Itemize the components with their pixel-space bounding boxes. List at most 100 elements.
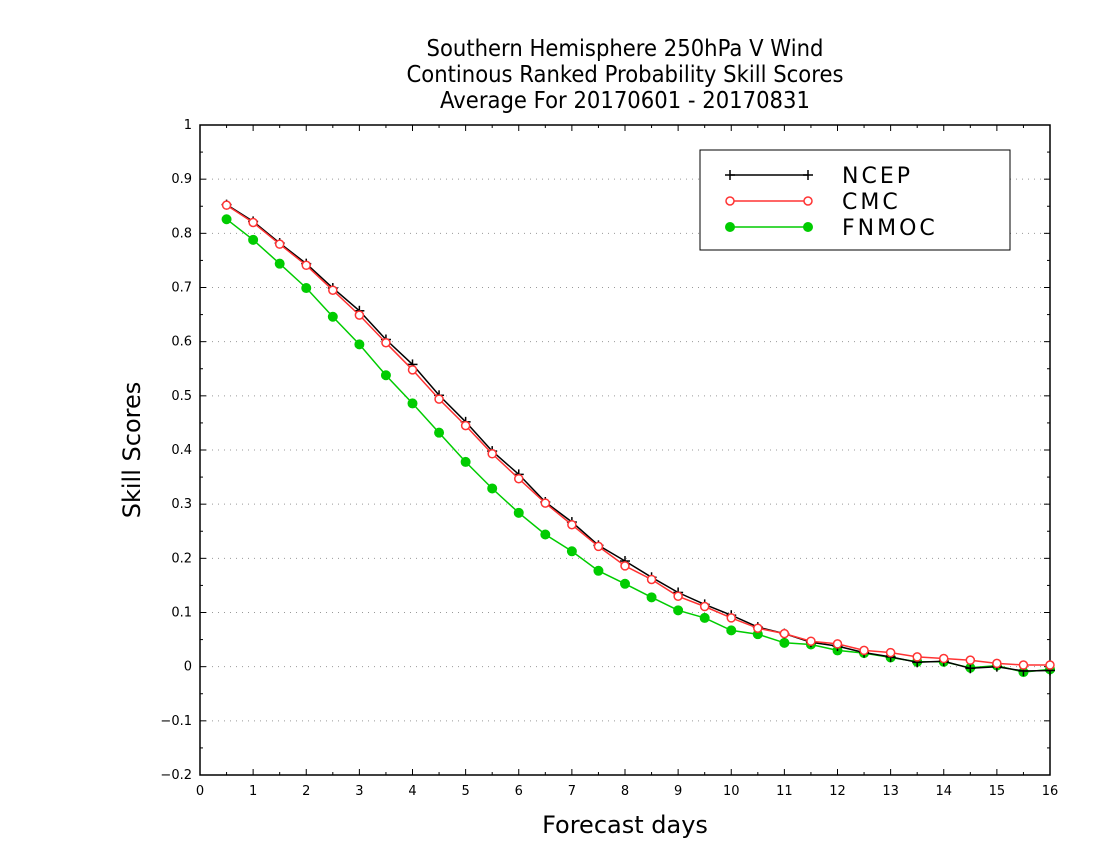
x-tick-label: 4: [408, 784, 416, 799]
x-tick-label: 5: [461, 784, 469, 799]
axis-ticks: −0.2−0.100.10.20.30.40.50.60.70.80.910 1 2…: [160, 118, 1058, 799]
data-point-fnmoc: [301, 283, 312, 294]
legend-entry-ncep: NCEP: [725, 164, 913, 189]
data-point-cmc: [354, 310, 365, 320]
data-point-cmc: [620, 561, 630, 571]
data-point-cmc: [939, 653, 949, 664]
data-point-fnmoc: [566, 546, 577, 557]
chart-title: Southern Hemisphere 250hPa V Wind Contin…: [234, 36, 1016, 114]
data-point-fnmoc: [221, 214, 232, 225]
legend-label-cmc: CMC: [842, 190, 901, 215]
x-tick-label: 7: [568, 784, 576, 799]
x-tick-label: 16: [1042, 784, 1059, 799]
x-tick-label: 12: [829, 784, 846, 799]
x-tick-label: 13: [882, 784, 899, 799]
y-tick-label: 0.9: [171, 172, 192, 187]
data-point-fnmoc: [673, 605, 684, 616]
data-point-cmc: [567, 520, 577, 530]
data-point-fnmoc: [434, 427, 445, 438]
series-cmc: [221, 200, 1055, 670]
data-point-fnmoc: [487, 483, 498, 494]
y-axis-label: Skill Scores: [118, 382, 146, 519]
y-tick-label: 0.7: [171, 281, 192, 296]
legend-marker: [725, 170, 735, 180]
data-point-cmc: [699, 601, 710, 612]
data-point-cmc: [540, 498, 551, 508]
data-point-cmc: [434, 394, 444, 404]
x-axis-label: Forecast days: [542, 811, 708, 839]
data-point-fnmoc: [646, 592, 657, 603]
data-point-fnmoc: [779, 637, 790, 648]
data-point-fnmoc: [593, 565, 604, 576]
series-line-cmc: [226, 204, 1050, 666]
y-tick-label: −0.2: [160, 768, 192, 783]
legend-marker: [725, 222, 735, 232]
legend-entry-cmc: CMC: [725, 190, 901, 215]
data-point-cmc: [407, 365, 418, 375]
data-point-cmc: [487, 449, 497, 459]
x-tick-label: 0: [196, 784, 204, 799]
data-point-fnmoc: [540, 529, 551, 540]
data-point-fnmoc: [726, 625, 737, 636]
x-tick-label: 2: [302, 784, 310, 799]
y-tick-label: 0: [184, 660, 192, 675]
legend-label-fnmoc: FNMOC: [842, 216, 938, 241]
x-tick-label: 3: [355, 784, 363, 799]
data-point-ncep: [965, 663, 976, 674]
data-point-cmc: [992, 658, 1002, 669]
y-tick-label: 0.2: [171, 551, 192, 566]
data-point-fnmoc: [407, 398, 418, 409]
x-tick-label: 11: [776, 784, 793, 799]
y-tick-label: 0.5: [171, 389, 192, 404]
data-point-cmc: [381, 338, 391, 348]
series-ncep: [221, 199, 1055, 676]
data-point-fnmoc: [380, 370, 391, 381]
legend-box: [699, 149, 1011, 251]
data-point-cmc: [274, 239, 285, 249]
series-line-ncep: [226, 203, 1051, 672]
data-point-fnmoc: [248, 234, 259, 245]
data-point-cmc: [1045, 660, 1055, 670]
y-tick-label: 0.8: [171, 226, 192, 241]
legend-entry-fnmoc: FNMOC: [725, 216, 938, 241]
data-point-cmc: [301, 260, 311, 271]
data-point-cmc: [673, 591, 683, 601]
chart-title-line-3: Average For 20170601 - 20170831: [440, 88, 810, 114]
data-point-cmc: [885, 647, 896, 658]
x-tick-label: 14: [935, 784, 952, 799]
data-point-fnmoc: [354, 339, 365, 350]
legend-marker: [803, 170, 813, 180]
y-tick-label: 0.6: [171, 335, 192, 350]
data-point-cmc: [859, 645, 869, 656]
legend-marker: [803, 196, 813, 206]
x-tick-label: 6: [515, 784, 523, 799]
y-tick-label: 0.1: [171, 606, 192, 621]
data-point-cmc: [221, 200, 232, 210]
data-point-cmc: [832, 639, 843, 649]
data-point-cmc: [806, 636, 816, 646]
series-group: [221, 199, 1055, 678]
data-point-fnmoc: [327, 311, 338, 322]
data-point-cmc: [779, 628, 790, 639]
data-point-fnmoc: [513, 507, 524, 518]
data-point-cmc: [753, 623, 763, 633]
data-point-fnmoc: [699, 612, 710, 623]
legend-label-ncep: NCEP: [842, 164, 913, 189]
x-tick-label: 8: [621, 784, 629, 799]
series-fnmoc: [221, 214, 1055, 678]
y-tick-label: 0.4: [171, 443, 192, 458]
x-tick-label: 1: [249, 784, 257, 799]
data-point-cmc: [646, 574, 657, 585]
data-point-cmc: [965, 655, 976, 665]
data-point-fnmoc: [460, 456, 471, 467]
data-point-cmc: [460, 420, 471, 431]
data-point-fnmoc: [620, 578, 630, 589]
y-tick-label: 0.3: [171, 497, 192, 512]
chart-title-line-2: Continous Ranked Probability Skill Score…: [406, 62, 844, 88]
legend-marker: [725, 196, 735, 206]
x-tick-label: 15: [989, 784, 1006, 799]
data-point-cmc: [328, 285, 338, 295]
data-point-cmc: [1018, 660, 1029, 670]
